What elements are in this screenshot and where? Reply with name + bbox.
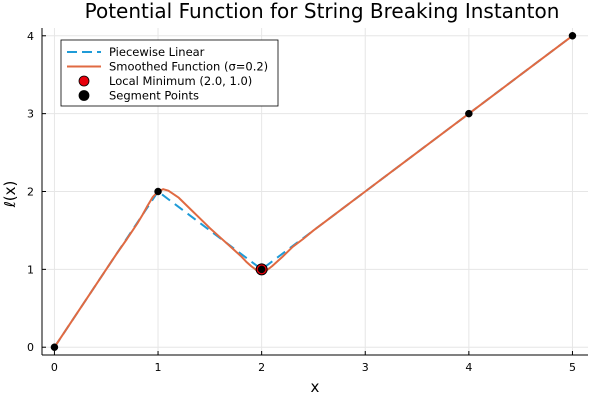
- series-points: [50, 32, 577, 351]
- legend-entry-label: Smoothed Function (σ=0.2): [109, 60, 268, 74]
- y-axis-label: ℓ(x): [1, 181, 19, 209]
- x-tick-label: 5: [569, 361, 576, 374]
- x-axis-label: x: [311, 378, 320, 396]
- legend-swatch-marker: [78, 75, 90, 87]
- segment-point: [257, 265, 266, 274]
- chart-title: Potential Function for String Breaking I…: [85, 0, 560, 23]
- y-tick-label: 0: [27, 341, 34, 354]
- y-tick-label: 4: [27, 30, 34, 43]
- series-lines: [53, 34, 574, 349]
- x-tick-label: 4: [465, 361, 472, 374]
- segment-point: [154, 187, 162, 196]
- segment-point: [50, 343, 59, 351]
- y-tick-label: 2: [27, 186, 34, 199]
- x-tick-label: 2: [258, 361, 265, 374]
- smoothed-function-line: [53, 34, 574, 349]
- legend-entry-label: Local Minimum (2.0, 1.0): [109, 74, 252, 88]
- y-tick-label: 3: [27, 108, 34, 121]
- x-tick-label: 0: [51, 361, 58, 374]
- y-tick-label: 1: [27, 263, 34, 276]
- segment-point: [568, 32, 577, 40]
- legend-swatch-marker: [78, 90, 90, 101]
- x-tick-label: 1: [155, 361, 162, 374]
- axis-ticks: 0 1 2 3 4 5 0 1 2 3 4: [27, 30, 576, 374]
- legend-entry-label: Piecewise Linear: [109, 45, 205, 59]
- x-tick-label: 3: [362, 361, 369, 374]
- legend-entry-label: Segment Points: [109, 89, 199, 103]
- segment-point: [465, 109, 473, 118]
